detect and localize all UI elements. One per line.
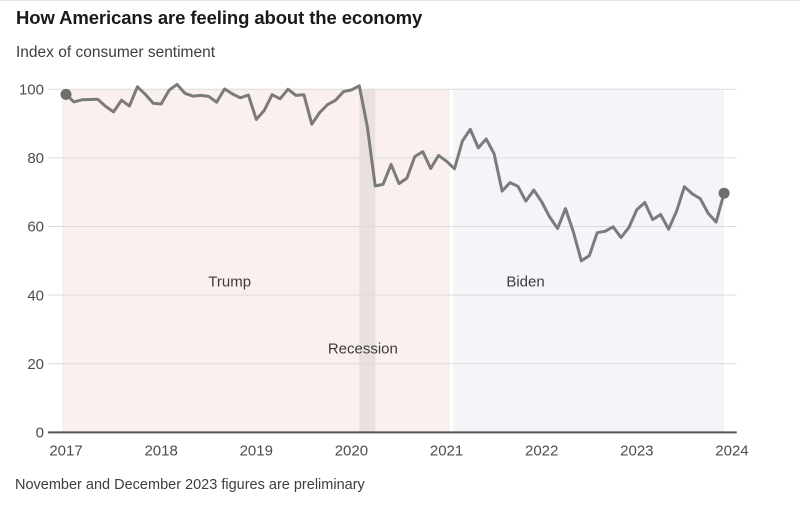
x-axis-label-2017: 2017 bbox=[49, 442, 82, 459]
y-axis-label-60: 60 bbox=[27, 219, 44, 236]
y-axis-label-0: 0 bbox=[36, 425, 44, 442]
y-axis-label-80: 80 bbox=[27, 150, 44, 167]
x-axis-label-2019: 2019 bbox=[240, 442, 273, 459]
x-axis-label-2022: 2022 bbox=[525, 442, 558, 459]
y-axis-label-20: 20 bbox=[27, 356, 44, 373]
sentiment-line bbox=[64, 82, 726, 263]
annotation-biden: Biden bbox=[506, 274, 544, 291]
x-axis-label-2018: 2018 bbox=[144, 442, 177, 459]
y-axis-label-40: 40 bbox=[27, 287, 44, 304]
region-trump bbox=[62, 89, 450, 433]
region-recession bbox=[359, 89, 376, 433]
y-axis-label-100: 100 bbox=[19, 81, 44, 98]
region-biden bbox=[453, 89, 725, 433]
chart-footnote: November and December 2023 figures are p… bbox=[15, 477, 365, 493]
x-axis-label-2020: 2020 bbox=[335, 442, 368, 459]
annotation-recession: Recession bbox=[328, 341, 398, 358]
chart-title: How Americans are feeling about the econ… bbox=[16, 7, 423, 28]
chart-subtitle: Index of consumer sentiment bbox=[16, 44, 216, 61]
x-axis-label-2024: 2024 bbox=[715, 442, 748, 459]
end-point-marker bbox=[718, 187, 730, 199]
x-axis-label-2023: 2023 bbox=[620, 442, 653, 459]
x-axis-label-2021: 2021 bbox=[430, 442, 463, 459]
annotation-trump: Trump bbox=[208, 274, 251, 291]
start-point-marker bbox=[60, 88, 72, 100]
